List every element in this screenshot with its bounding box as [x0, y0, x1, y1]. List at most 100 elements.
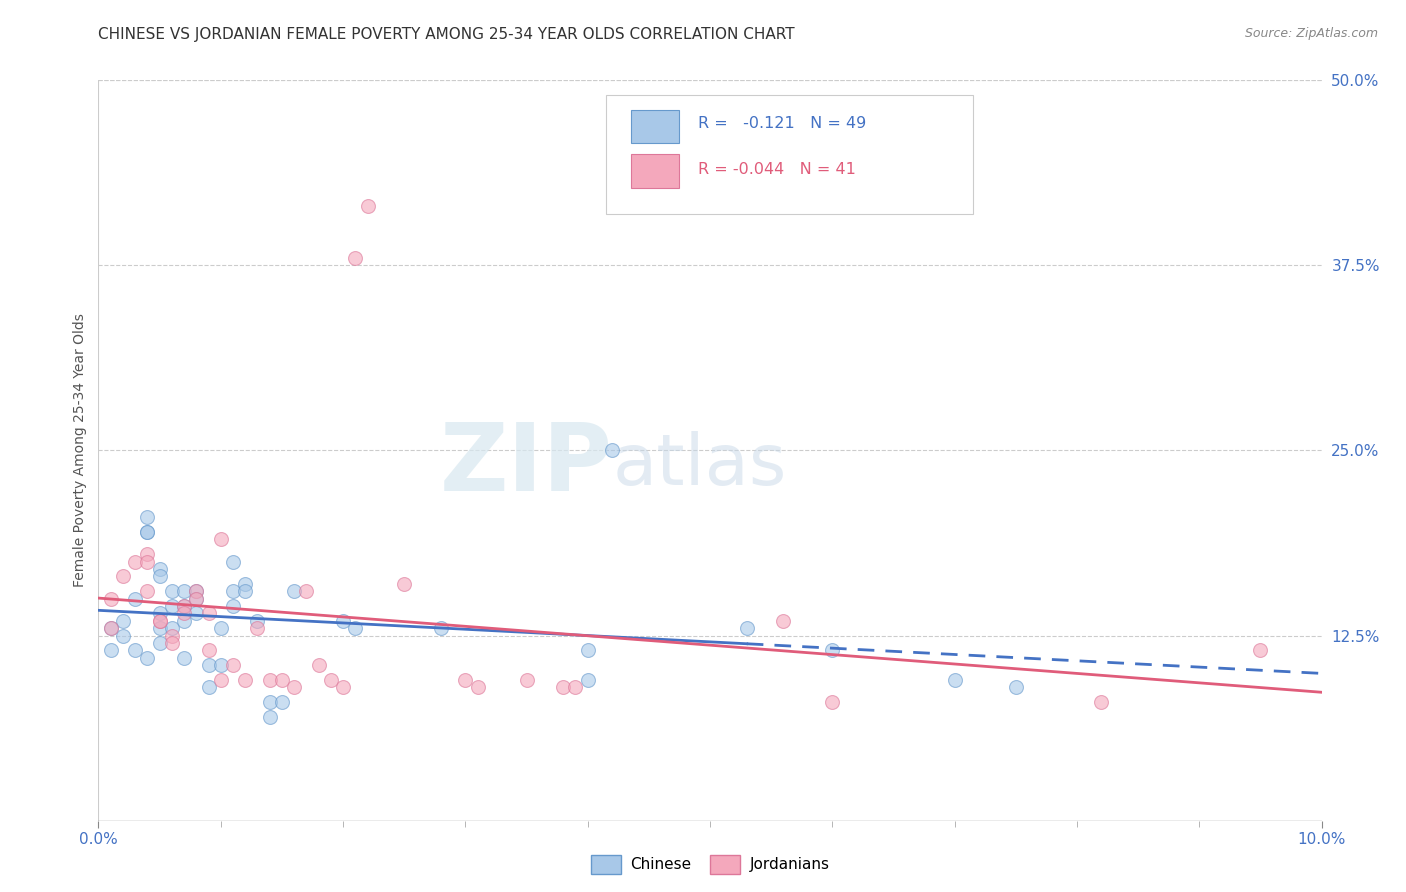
- Point: [136, 650, 159, 665]
- Point: [246, 621, 269, 635]
- Point: [576, 673, 599, 687]
- Point: [259, 673, 281, 687]
- Point: [136, 510, 159, 524]
- Point: [454, 673, 477, 687]
- Point: [173, 599, 195, 613]
- Point: [197, 643, 219, 657]
- Point: [136, 554, 159, 569]
- Point: [222, 584, 245, 599]
- Point: [516, 673, 538, 687]
- Point: [149, 636, 172, 650]
- Point: [233, 673, 256, 687]
- Point: [344, 251, 367, 265]
- Point: [209, 533, 232, 547]
- Point: [576, 643, 599, 657]
- FancyBboxPatch shape: [606, 95, 973, 213]
- FancyBboxPatch shape: [630, 154, 679, 187]
- Point: [295, 584, 318, 599]
- Point: [564, 681, 586, 695]
- Point: [356, 199, 378, 213]
- Point: [270, 695, 292, 709]
- Point: [149, 614, 172, 628]
- FancyBboxPatch shape: [630, 110, 679, 144]
- Point: [124, 643, 146, 657]
- Point: [270, 673, 292, 687]
- Point: [821, 695, 844, 709]
- Y-axis label: Female Poverty Among 25-34 Year Olds: Female Poverty Among 25-34 Year Olds: [73, 313, 87, 588]
- Point: [136, 524, 159, 539]
- Point: [222, 599, 245, 613]
- Point: [136, 524, 159, 539]
- Text: ZIP: ZIP: [439, 419, 612, 511]
- Point: [149, 569, 172, 583]
- Point: [283, 584, 305, 599]
- Point: [430, 621, 453, 635]
- Point: [283, 681, 305, 695]
- Point: [160, 636, 183, 650]
- Point: [246, 614, 269, 628]
- Point: [821, 643, 844, 657]
- Point: [136, 547, 159, 561]
- Point: [1249, 643, 1271, 657]
- Text: CHINESE VS JORDANIAN FEMALE POVERTY AMONG 25-34 YEAR OLDS CORRELATION CHART: CHINESE VS JORDANIAN FEMALE POVERTY AMON…: [98, 27, 794, 42]
- Point: [100, 591, 122, 606]
- Point: [553, 681, 575, 695]
- Point: [186, 584, 208, 599]
- Point: [149, 607, 172, 621]
- Point: [467, 681, 489, 695]
- Point: [173, 607, 195, 621]
- Point: [1090, 695, 1112, 709]
- Point: [186, 607, 208, 621]
- Point: [259, 710, 281, 724]
- Point: [173, 650, 195, 665]
- Text: R = -0.044   N = 41: R = -0.044 N = 41: [697, 161, 856, 177]
- Point: [111, 628, 134, 642]
- Point: [111, 569, 134, 583]
- Point: [186, 591, 208, 606]
- Point: [222, 658, 245, 673]
- Point: [222, 554, 245, 569]
- Point: [160, 584, 183, 599]
- Point: [100, 621, 122, 635]
- Point: [259, 695, 281, 709]
- Point: [136, 584, 159, 599]
- Point: [149, 621, 172, 635]
- Point: [197, 658, 219, 673]
- Text: Source: ZipAtlas.com: Source: ZipAtlas.com: [1244, 27, 1378, 40]
- Point: [735, 621, 758, 635]
- Point: [173, 584, 195, 599]
- Point: [100, 621, 122, 635]
- Point: [943, 673, 966, 687]
- Point: [344, 621, 367, 635]
- Point: [308, 658, 330, 673]
- Point: [332, 681, 354, 695]
- Point: [149, 562, 172, 576]
- Point: [197, 681, 219, 695]
- Point: [160, 628, 183, 642]
- Point: [186, 591, 208, 606]
- Point: [209, 621, 232, 635]
- Point: [173, 599, 195, 613]
- Point: [149, 614, 172, 628]
- Point: [772, 614, 794, 628]
- Point: [1004, 681, 1026, 695]
- Point: [332, 614, 354, 628]
- Point: [173, 614, 195, 628]
- Point: [111, 614, 134, 628]
- Point: [209, 673, 232, 687]
- Text: R =   -0.121   N = 49: R = -0.121 N = 49: [697, 116, 866, 131]
- Point: [392, 576, 416, 591]
- Point: [186, 584, 208, 599]
- Point: [124, 554, 146, 569]
- Legend: Chinese, Jordanians: Chinese, Jordanians: [585, 849, 835, 880]
- Point: [100, 643, 122, 657]
- Text: atlas: atlas: [612, 431, 786, 500]
- Point: [160, 599, 183, 613]
- Point: [233, 584, 256, 599]
- Point: [319, 673, 342, 687]
- Point: [600, 443, 623, 458]
- Point: [160, 621, 183, 635]
- Point: [233, 576, 256, 591]
- Point: [209, 658, 232, 673]
- Point: [197, 607, 219, 621]
